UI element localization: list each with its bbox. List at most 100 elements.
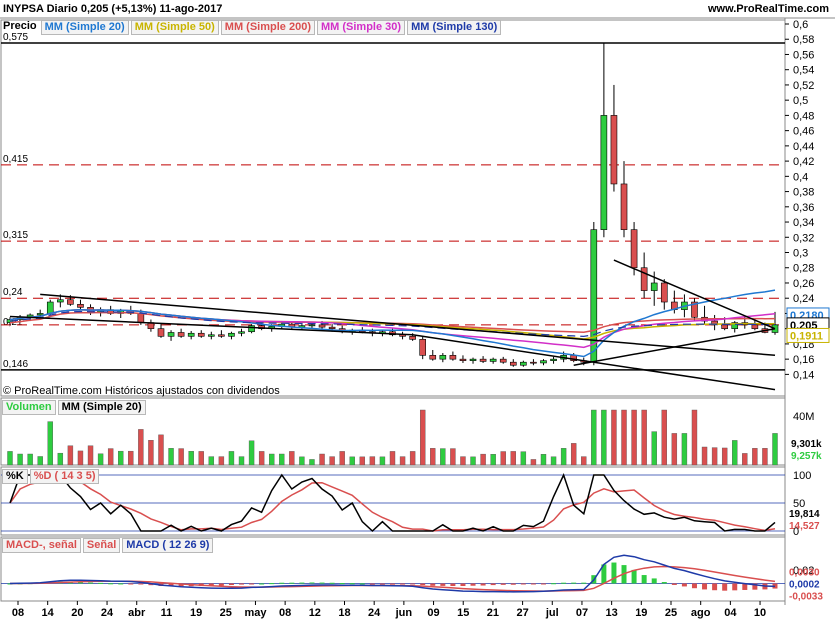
candle-body <box>469 358 477 361</box>
candle-body <box>721 324 728 329</box>
legend-sma30[interactable]: MM (Simple 30) <box>316 20 406 35</box>
macd-hist-bar <box>540 583 546 585</box>
price-tag: 0,1911 <box>790 330 823 342</box>
price-label: Precio <box>3 20 37 32</box>
x-tick-label: 21 <box>487 607 499 619</box>
volume-bar <box>279 453 285 466</box>
volume-bar <box>631 409 637 466</box>
price-tick-label: 0,44 <box>793 141 814 153</box>
macd-hist-bar <box>561 582 567 584</box>
macd-hist-bar <box>339 583 345 585</box>
level-label: 0,24 <box>3 287 23 298</box>
macd-tick: 0,02 <box>793 565 814 577</box>
legend-sma200[interactable]: MM (Simple 200) <box>220 20 315 35</box>
price-tick-label: 0,42 <box>793 156 814 168</box>
volume-bar <box>450 448 456 466</box>
candle-body <box>479 358 487 362</box>
macd-hist-bar <box>510 583 516 585</box>
volume-bar <box>470 456 476 466</box>
price-tick-label: 0,56 <box>793 49 814 61</box>
macd-hist-bar <box>712 583 718 591</box>
price-legend: Precio MM (Simple 20) MM (Simple 50) MM … <box>2 20 502 35</box>
x-tick-label: 24 <box>368 607 381 619</box>
volume-tag: 9,257k <box>791 451 822 462</box>
macd-hist-bar <box>369 583 375 585</box>
candle-body <box>691 301 698 318</box>
candle-body <box>711 320 718 326</box>
x-tick-label: 10 <box>754 607 766 619</box>
footnote: © ProRealTime.com Históricos ajustados c… <box>3 385 280 397</box>
price-tick-label: 0,16 <box>793 354 814 366</box>
level-label: 0,315 <box>3 230 28 241</box>
price-tick-label: 0,5 <box>793 95 808 107</box>
x-tick-label: abr <box>128 607 146 619</box>
site-name[interactable]: www.ProRealTime.com <box>707 3 829 15</box>
macd-hist-bar <box>309 582 315 584</box>
volume-bar <box>772 433 778 466</box>
candle-body <box>248 325 255 333</box>
macd-hist-bar <box>329 582 335 584</box>
x-tick-label: 08 <box>12 607 24 619</box>
legend-sma20[interactable]: MM (Simple 20) <box>40 20 129 35</box>
volume-legend: Volumen MM (Simple 20) <box>2 400 146 415</box>
x-tick-label: 18 <box>338 607 350 619</box>
volume-bar <box>399 456 406 466</box>
x-tick-label: 09 <box>427 607 439 619</box>
macd-hist-bar <box>88 582 94 584</box>
volume-bar <box>732 440 738 466</box>
volume-bar <box>27 453 33 466</box>
macd-signal-label[interactable]: Señal <box>82 538 121 553</box>
candle-body <box>751 324 759 329</box>
volume-bar <box>118 450 124 466</box>
macd-hist-bar <box>128 583 134 585</box>
price-tick-label: 0,46 <box>793 126 814 138</box>
volume-bar <box>138 429 144 466</box>
macd-hist-bar <box>601 564 607 584</box>
stoch-k-label[interactable]: %K <box>2 469 28 484</box>
stoch-d-label[interactable]: %D ( 14 3 5) <box>29 469 100 484</box>
x-tick-label: 25 <box>665 607 677 619</box>
legend-sma130[interactable]: MM (Simple 130) <box>407 20 502 35</box>
candle-body <box>318 324 326 328</box>
macd-hist-bar <box>450 583 456 587</box>
chart-title: INYPSA Diario 0,205 (+5,13%) 11-ago-2017 <box>3 3 223 15</box>
price-tick-label: 0,34 <box>793 217 814 229</box>
volume-bar <box>691 409 698 466</box>
stoch-k-line <box>9 472 776 533</box>
price-tick-label: 0,48 <box>793 110 814 122</box>
candle-body <box>660 282 668 303</box>
volume-bar <box>107 448 114 466</box>
price-tick-label: 0,54 <box>793 65 814 77</box>
macd-hist-bar <box>742 583 748 590</box>
legend-sma50[interactable]: MM (Simple 50) <box>130 20 219 35</box>
volume-bar <box>601 409 607 466</box>
macd-hist-bar <box>480 583 486 586</box>
volume-bar <box>329 456 335 466</box>
volume-bar <box>681 433 688 466</box>
volume-bar <box>591 409 597 466</box>
candle-body <box>46 301 54 314</box>
volume-bar <box>540 454 547 466</box>
macd-hist-bar <box>178 583 184 587</box>
candle-body <box>36 313 44 316</box>
trend-line <box>613 259 776 330</box>
level-label: 0,575 <box>3 32 28 43</box>
candle-body <box>620 183 628 230</box>
macd-hist-bar <box>77 582 83 584</box>
volume-ma-label[interactable]: MM (Simple 20) <box>57 400 146 415</box>
macd-hist-bar <box>168 583 174 587</box>
candle-body <box>610 115 618 185</box>
volume-bar <box>198 451 204 466</box>
candle-body <box>328 326 336 329</box>
macd-hist-bar <box>722 583 728 591</box>
macd-line-label[interactable]: MACD ( 12 26 9) <box>122 538 214 553</box>
volume-bar <box>711 447 718 466</box>
candle-body <box>137 313 145 323</box>
volume-label[interactable]: Volumen <box>2 400 56 415</box>
macd-hist-bar <box>269 583 275 585</box>
volume-bar <box>419 409 426 466</box>
volume-bar <box>520 451 527 466</box>
candle-body <box>208 334 215 337</box>
macd-hist-label[interactable]: MACD-, señal <box>2 538 81 553</box>
stoch-tick: 0 <box>793 526 799 538</box>
